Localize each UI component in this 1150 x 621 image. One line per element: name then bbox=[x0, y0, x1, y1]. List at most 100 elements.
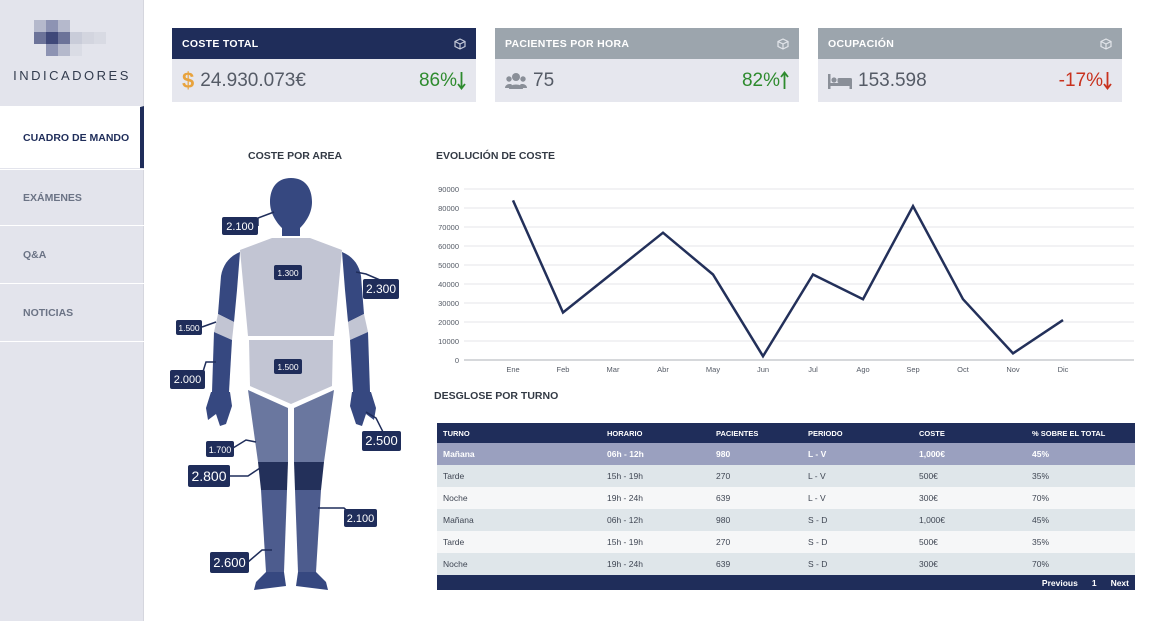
data-point[interactable] bbox=[810, 272, 816, 278]
data-point[interactable] bbox=[560, 310, 566, 316]
kpi-header: PACIENTES POR HORA bbox=[495, 28, 799, 59]
data-point[interactable] bbox=[710, 272, 716, 278]
cube-icon[interactable] bbox=[1100, 37, 1112, 50]
svg-text:1.500: 1.500 bbox=[277, 362, 299, 372]
x-tick-label: Jun bbox=[757, 365, 769, 374]
data-point[interactable] bbox=[960, 296, 966, 302]
svg-text:1.700: 1.700 bbox=[209, 445, 232, 455]
x-tick-label: Feb bbox=[557, 365, 570, 374]
svg-text:2.100: 2.100 bbox=[347, 513, 375, 525]
table-cell: 1,000€ bbox=[913, 509, 1026, 531]
body-part-left-knee[interactable] bbox=[258, 462, 288, 490]
body-part-right-upper-arm[interactable] bbox=[342, 252, 364, 322]
body-part-right-forearm[interactable] bbox=[350, 332, 370, 392]
kpi-change: 86% bbox=[419, 70, 466, 92]
area-label-left-knee: 2.800 bbox=[188, 465, 230, 487]
table-row[interactable]: Mañana 06h - 12h 980 S - D 1,000€ 45% bbox=[437, 509, 1135, 531]
table-cell: Noche bbox=[437, 487, 601, 509]
kpi-value: $ 24.930.073€ bbox=[182, 68, 306, 94]
table-cell: S - D bbox=[802, 509, 913, 531]
x-tick-label: Sep bbox=[906, 365, 919, 374]
body-part-right-elbow[interactable] bbox=[348, 314, 368, 340]
x-tick-label: Ene bbox=[506, 365, 519, 374]
table-cell: 15h - 19h bbox=[601, 531, 710, 553]
y-tick-label: 80000 bbox=[438, 204, 459, 213]
body-part-left-foot[interactable] bbox=[254, 572, 286, 590]
body-part-left-hand[interactable] bbox=[206, 392, 232, 426]
body-part-head[interactable] bbox=[270, 178, 312, 236]
data-point[interactable] bbox=[860, 296, 866, 302]
nav-item-noticias[interactable]: NOTICIAS bbox=[0, 283, 144, 342]
svg-text:2.100: 2.100 bbox=[226, 221, 254, 233]
table-cell: Noche bbox=[437, 553, 601, 575]
column-header-horario[interactable]: HORARIO bbox=[601, 423, 710, 443]
arrow-down-icon bbox=[1103, 72, 1112, 90]
data-point[interactable] bbox=[910, 203, 916, 209]
data-point[interactable] bbox=[1060, 317, 1066, 323]
body-part-right-foot[interactable] bbox=[296, 572, 328, 590]
column-header-turno[interactable]: TURNO bbox=[437, 423, 601, 443]
svg-text:2.600: 2.600 bbox=[213, 555, 246, 570]
area-label-abdomen: 1.500 bbox=[274, 359, 302, 374]
cube-icon[interactable] bbox=[777, 37, 789, 50]
next-page-button[interactable]: Next bbox=[1110, 577, 1129, 588]
table-row[interactable]: Noche 19h - 24h 639 S - D 300€ 70% bbox=[437, 553, 1135, 575]
body-part-right-shin[interactable] bbox=[295, 490, 321, 572]
column-header-periodo[interactable]: PERIODO bbox=[802, 423, 913, 443]
data-point[interactable] bbox=[760, 353, 766, 359]
y-tick-label: 50000 bbox=[438, 261, 459, 270]
data-point[interactable] bbox=[610, 270, 616, 276]
data-point[interactable] bbox=[660, 230, 666, 236]
table-cell: 300€ bbox=[913, 487, 1026, 509]
svg-text:1.300: 1.300 bbox=[277, 268, 299, 278]
table-cell: 19h - 24h bbox=[601, 487, 710, 509]
nav-item-examenes[interactable]: EXÁMENES bbox=[0, 169, 144, 225]
column-header-pacientes[interactable]: PACIENTES bbox=[710, 423, 802, 443]
nav-item-cuadro-de-mando[interactable]: CUADRO DE MANDO bbox=[0, 106, 144, 168]
shift-table: TURNO HORARIO PACIENTES PERIODO COSTE % … bbox=[437, 423, 1135, 575]
x-tick-label: Mar bbox=[607, 365, 620, 374]
data-point[interactable] bbox=[1010, 350, 1016, 356]
kpi-value-text: 153.598 bbox=[858, 69, 927, 91]
area-label-right-shin: 2.100 bbox=[344, 509, 377, 527]
body-part-left-elbow[interactable] bbox=[214, 314, 234, 340]
kpi-card-coste-total: COSTE TOTAL $ 24.930.073€ 86% bbox=[172, 28, 476, 102]
column-header-coste[interactable]: COSTE bbox=[913, 423, 1026, 443]
svg-text:2.500: 2.500 bbox=[365, 433, 398, 448]
nav-item-qa[interactable]: Q&A bbox=[0, 225, 144, 283]
y-tick-label: 10000 bbox=[438, 337, 459, 346]
kpi-value-text: 75 bbox=[533, 69, 555, 91]
body-part-left-upper-arm[interactable] bbox=[218, 252, 240, 322]
body-part-left-shin[interactable] bbox=[261, 490, 287, 572]
bed-icon bbox=[828, 73, 852, 89]
kpi-body: 153.598 -17% bbox=[818, 59, 1122, 102]
column-header-porcentaje[interactable]: % SOBRE EL TOTAL bbox=[1026, 423, 1135, 443]
y-tick-label: 60000 bbox=[438, 242, 459, 251]
body-part-left-forearm[interactable] bbox=[212, 332, 232, 392]
body-part-right-knee[interactable] bbox=[294, 462, 324, 490]
current-page-number[interactable]: 1 bbox=[1091, 577, 1097, 588]
data-point[interactable] bbox=[510, 197, 516, 203]
kpi-header: OCUPACIÓN bbox=[818, 28, 1122, 59]
table-row[interactable]: Mañana 06h - 12h 980 L - V 1,000€ 45% bbox=[437, 443, 1135, 465]
body-part-right-hand[interactable] bbox=[350, 392, 376, 426]
body-part-right-thigh[interactable] bbox=[294, 390, 334, 462]
area-label-left-elbow: 1.500 bbox=[176, 320, 202, 335]
logo-icon bbox=[34, 20, 106, 56]
previous-page-button[interactable]: Previous bbox=[1041, 577, 1078, 588]
table-row[interactable]: Tarde 15h - 19h 270 L - V 500€ 35% bbox=[437, 465, 1135, 487]
table-row[interactable]: Noche 19h - 24h 639 L - V 300€ 70% bbox=[437, 487, 1135, 509]
x-tick-label: Nov bbox=[1006, 365, 1020, 374]
arrow-up-icon bbox=[780, 71, 789, 89]
svg-text:1.500: 1.500 bbox=[178, 323, 200, 333]
y-tick-label: 30000 bbox=[438, 299, 459, 308]
body-part-left-thigh[interactable] bbox=[248, 390, 288, 462]
cube-icon[interactable] bbox=[454, 37, 466, 50]
logo[interactable]: INDICADORES bbox=[0, 0, 144, 105]
kpi-body: $ 24.930.073€ 86% bbox=[172, 59, 476, 102]
kpi-change: 82% bbox=[742, 70, 789, 92]
x-tick-label: Oct bbox=[957, 365, 970, 374]
svg-text:2.300: 2.300 bbox=[366, 282, 396, 296]
body-part-torso[interactable] bbox=[240, 238, 342, 336]
table-row[interactable]: Tarde 15h - 19h 270 S - D 500€ 35% bbox=[437, 531, 1135, 553]
